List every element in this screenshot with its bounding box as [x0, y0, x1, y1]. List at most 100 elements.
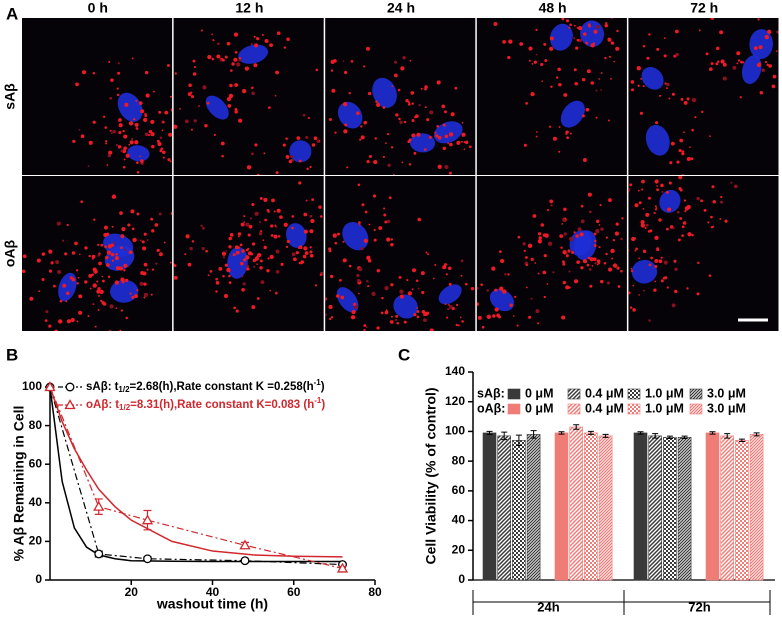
stain-dot — [162, 120, 165, 124]
stain-dot — [108, 329, 112, 331]
stain-dot — [600, 72, 603, 74]
stain-dot — [630, 80, 635, 84]
stain-dot — [541, 80, 544, 83]
stain-dot — [52, 284, 56, 288]
stain-dot — [256, 297, 260, 300]
stain-dot — [192, 59, 196, 63]
stain-layer — [493, 18, 620, 162]
stain-dot — [259, 259, 263, 263]
stain-dot — [616, 29, 619, 33]
stain-dot — [410, 91, 415, 95]
stain-dot — [567, 249, 571, 253]
marker — [336, 562, 349, 573]
bar — [633, 432, 648, 581]
stain-dot — [611, 257, 614, 260]
stain-dot — [434, 263, 437, 266]
stain-dot — [169, 95, 172, 98]
stain-dot — [166, 64, 170, 67]
stain-dot — [254, 143, 258, 147]
stain-dot — [390, 238, 394, 241]
stain-dot — [592, 42, 596, 45]
legend-swatch — [507, 403, 521, 415]
stain-dot — [170, 211, 173, 216]
stain-dot — [193, 65, 197, 69]
error-bar — [724, 433, 731, 439]
y-tick-label: 40 — [29, 495, 43, 509]
stain-dot — [122, 129, 125, 133]
nucleus — [336, 287, 359, 313]
stain-dot — [565, 252, 568, 255]
stain-dot — [250, 252, 254, 256]
nucleus — [205, 95, 229, 120]
stain-dot — [557, 67, 561, 72]
stain-dot — [173, 124, 178, 129]
stain-dot — [36, 258, 41, 263]
stain-dot — [548, 125, 552, 128]
stain-dot — [630, 267, 633, 270]
stain-dot — [655, 207, 658, 209]
stain-dot — [777, 32, 779, 34]
stain-dot — [120, 246, 123, 250]
stain-dot — [271, 198, 275, 203]
stain-dot — [234, 51, 238, 54]
stain-dot — [426, 118, 430, 122]
stain-dot — [411, 288, 414, 291]
stain-dot — [363, 65, 366, 68]
stain-dot — [97, 287, 101, 291]
stain-dot — [537, 272, 540, 275]
stain-dot — [291, 159, 295, 162]
stain-dot — [608, 198, 612, 203]
image-background — [22, 18, 173, 175]
stain-dot — [580, 204, 584, 208]
stain-dot — [118, 118, 122, 122]
stain-dot — [629, 183, 633, 187]
stain-dot — [429, 328, 434, 331]
marker — [94, 549, 104, 559]
stain-dot — [666, 286, 669, 289]
stain-dot — [656, 47, 660, 51]
stain-dot — [612, 263, 618, 268]
stain-dot — [720, 200, 724, 204]
stain-dot — [224, 263, 228, 267]
stain-dot — [593, 232, 597, 236]
stain-dot — [109, 96, 113, 100]
stain-dot — [590, 81, 594, 85]
stain-dot — [666, 227, 669, 231]
stain-dot — [358, 292, 360, 295]
stain-dot — [417, 287, 420, 290]
stain-dot — [110, 252, 115, 257]
stain-dot — [615, 46, 620, 51]
stain-dot — [106, 250, 112, 255]
stain-dot — [334, 131, 337, 134]
stain-dot — [358, 224, 361, 226]
stain-dot — [419, 330, 422, 331]
stain-dot — [197, 104, 201, 108]
stain-dot — [638, 294, 640, 296]
stain-dot — [350, 60, 354, 63]
stain-dot — [256, 36, 260, 41]
stain-dot — [608, 55, 612, 58]
stain-dot — [157, 141, 162, 147]
stain-dot — [65, 300, 68, 303]
marker — [44, 381, 56, 392]
stain-dot — [66, 223, 69, 227]
stain-dot — [371, 291, 376, 296]
stain-dot — [582, 259, 588, 264]
stain-dot — [644, 226, 647, 229]
stain-dot — [399, 294, 404, 299]
stain-dot — [267, 257, 270, 260]
stain-dot — [277, 235, 281, 238]
stain-dot — [409, 59, 412, 62]
stain-dot — [424, 87, 427, 91]
nucleus — [569, 230, 592, 256]
stain-dot — [139, 239, 143, 242]
stain-dot — [776, 30, 779, 34]
stain-dot — [632, 284, 635, 287]
stain-dot — [146, 268, 149, 271]
stain-dot — [285, 154, 290, 159]
y-tick-label: 40 — [452, 513, 466, 527]
stain-dot — [117, 62, 120, 65]
stain-dot — [577, 26, 583, 31]
stain-dot — [547, 241, 553, 246]
stain-dot — [663, 260, 668, 265]
